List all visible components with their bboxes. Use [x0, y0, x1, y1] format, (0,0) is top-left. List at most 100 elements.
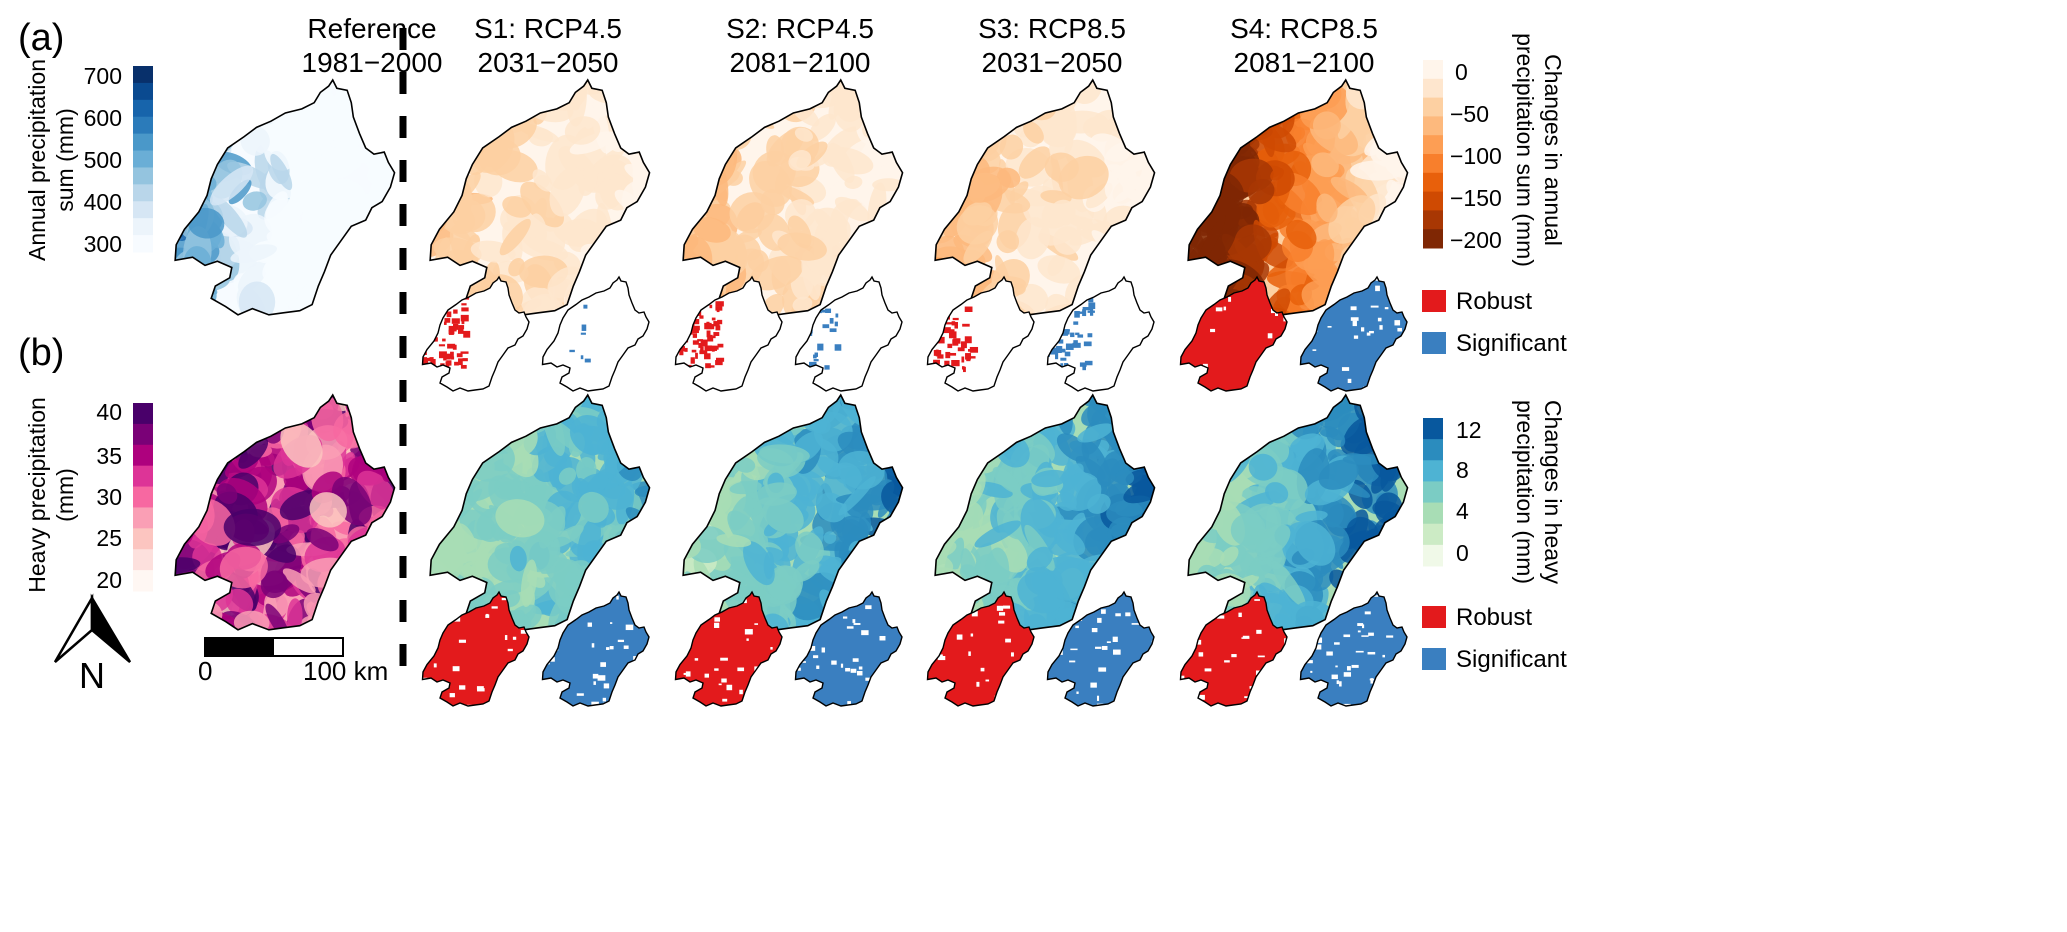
label-line1: Changes in heavy [1540, 400, 1566, 585]
colorbar-segment [1423, 135, 1443, 155]
legend-significant-swatch [1422, 332, 1446, 354]
colorbar-segment [1423, 78, 1443, 99]
legend-robust-swatch [1422, 606, 1446, 628]
colorbar-segment [1423, 460, 1443, 482]
column-title-s1: S1: RCP4.5 2031−2050 [474, 13, 622, 78]
map-grid [174, 79, 1409, 707]
colorbar-segment [133, 549, 153, 571]
panel-letter-a: (a) [18, 17, 64, 59]
north-label: N [79, 655, 105, 696]
colorbar-tick: 600 [84, 105, 122, 131]
colorbar-segment [133, 403, 153, 425]
colorbar-tick: 0 [1456, 540, 1469, 566]
label-line1: Changes in annual [1540, 54, 1566, 246]
column-title-line1: S1: RCP4.5 [474, 13, 622, 44]
colorbar-tick: 30 [96, 484, 122, 510]
label-line1: Annual precipitation [24, 59, 50, 261]
colorbar-segment [133, 507, 153, 529]
label-line2: precipitation (mm) [1512, 400, 1538, 584]
colorbar-segment [1423, 97, 1443, 117]
colorbar-segment [133, 66, 153, 84]
colorbar-segment [1423, 481, 1443, 504]
label-heavy-change: Changes in heavy precipitation (mm) [1512, 400, 1566, 585]
colorbar-segment [1423, 544, 1443, 567]
colorbar-tick: 35 [96, 443, 122, 469]
map-annual-reference [174, 79, 396, 316]
colorbar-segment [1423, 172, 1443, 193]
column-title-line1: S3: RCP8.5 [978, 13, 1126, 44]
colorbar-segment [1423, 418, 1443, 440]
colorbar-segment [133, 167, 153, 185]
legend-robust-label: Robust [1456, 604, 1532, 631]
north-arrow-icon: N [53, 593, 132, 696]
colorbar-segment [1423, 210, 1443, 230]
colorbar-annual-change: 0 −50 −100 −150 −200 [1423, 59, 1502, 253]
map-heavy-change-s3 [934, 394, 1156, 631]
colorbar-tick: −200 [1450, 227, 1502, 253]
column-title-reference: Reference 1981−2000 [302, 13, 443, 78]
legend-significant-label: Significant [1456, 646, 1567, 673]
label-heavy-precipitation: Heavy precipitation (mm) [24, 397, 78, 593]
colorbar-tick: 4 [1456, 498, 1469, 524]
colorbar-tick: 20 [96, 567, 122, 593]
column-title-line2: 2081−2100 [1234, 47, 1375, 78]
colorbar-segment [133, 133, 153, 152]
scale-bar: 0 100 km [198, 637, 388, 686]
legend-robust-swatch [1422, 290, 1446, 312]
column-title-line2: 2031−2050 [982, 47, 1123, 78]
colorbar-tick: 8 [1456, 457, 1469, 483]
colorbar-annual-reference: 700 600 500 400 300 [84, 63, 153, 257]
map-heavy-change-s4 [1187, 394, 1409, 631]
panel-letter-b: (b) [18, 332, 64, 374]
legend-row-a: Robust Significant [1422, 288, 1567, 357]
column-title-s3: S3: RCP8.5 2031−2050 [978, 13, 1126, 78]
colorbar-tick: −100 [1450, 143, 1502, 169]
colorbar-tick: −50 [1450, 101, 1489, 127]
map-heavy-change-s1 [429, 394, 651, 631]
colorbar-segment [133, 528, 153, 550]
colorbar-segment [133, 150, 153, 168]
label-annual-precipitation: Annual precipitation sum (mm) [24, 59, 78, 261]
colorbar-segment [133, 218, 153, 236]
scale-bar-end: 100 km [303, 656, 388, 686]
label-line2: precipitation sum (mm) [1512, 33, 1538, 267]
colorbar-tick: 40 [96, 399, 122, 425]
label-line2: sum (mm) [52, 108, 78, 211]
colorbar-segment [133, 444, 153, 467]
column-title-line2: 2031−2050 [478, 47, 619, 78]
colorbar-segment [133, 184, 153, 202]
colorbar-segment [133, 465, 153, 488]
legend-row-b: Robust Significant [1422, 604, 1567, 673]
colorbar-segment [1423, 116, 1443, 136]
colorbar-tick: 12 [1456, 417, 1482, 443]
legend-robust-label: Robust [1456, 288, 1532, 315]
colorbar-segment [1423, 523, 1443, 546]
colorbar-segment [133, 116, 153, 135]
colorbar-heavy-reference: 40 35 30 25 20 [96, 399, 153, 593]
column-title-line1: Reference [307, 13, 436, 44]
scale-bar-black-segment [204, 637, 274, 657]
column-title-s2: S2: RCP4.5 2081−2100 [726, 13, 874, 78]
colorbar-segment [133, 99, 153, 118]
map-heavy-change-s2 [682, 394, 904, 631]
colorbar-segment [1423, 60, 1443, 80]
column-title-line2: 2081−2100 [730, 47, 871, 78]
label-line1: Heavy precipitation [24, 397, 50, 593]
legend-significant-label: Significant [1456, 330, 1567, 357]
colorbar-segment [133, 201, 153, 219]
map-annual-change-s2 [682, 79, 904, 316]
colorbar-heavy-change: 12 8 4 0 [1423, 417, 1482, 567]
column-title-s4: S4: RCP8.5 2081−2100 [1230, 13, 1378, 78]
column-title-line1: S2: RCP4.5 [726, 13, 874, 44]
colorbar-segment [1423, 439, 1443, 461]
colorbar-tick: 400 [84, 189, 122, 215]
map-heavy-reference [174, 394, 396, 631]
label-line2: (mm) [52, 468, 78, 522]
colorbar-segment [133, 235, 153, 253]
colorbar-segment [133, 82, 153, 101]
map-annual-change-s3 [934, 79, 1156, 316]
colorbar-tick: 0 [1455, 59, 1468, 85]
colorbar-tick: −150 [1450, 185, 1502, 211]
scale-bar-white-segment [272, 637, 344, 657]
legend-significant-swatch [1422, 648, 1446, 670]
